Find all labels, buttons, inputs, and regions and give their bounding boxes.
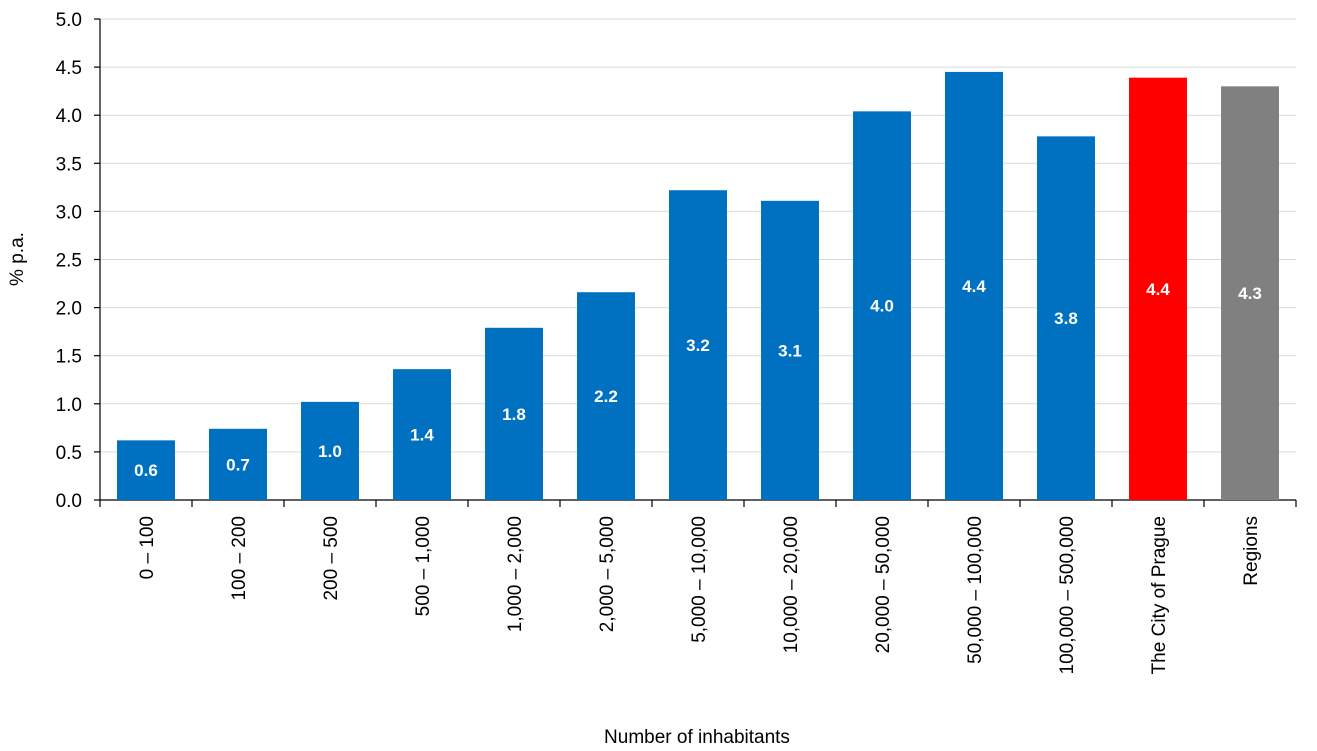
bar-data-label: 3.1 — [778, 341, 802, 360]
x-tick-label: 5,000 – 10,000 — [689, 516, 710, 643]
bar-data-label: 2.2 — [594, 387, 618, 406]
bar — [669, 190, 727, 500]
y-tick-label: 0.5 — [56, 443, 82, 464]
bar — [485, 327, 543, 500]
bar-data-label: 1.8 — [502, 405, 526, 424]
y-tick-label: 1.5 — [56, 347, 82, 368]
y-tick-label: 2.5 — [56, 251, 82, 272]
bar-data-label: 4.4 — [1146, 280, 1170, 299]
bar — [209, 428, 267, 500]
x-tick-label: 100,000 – 500,000 — [1057, 516, 1078, 675]
y-tick-label: 3.0 — [56, 202, 82, 223]
y-tick-label: 2.0 — [56, 299, 82, 320]
bar-data-label: 1.0 — [318, 442, 342, 461]
bar — [1129, 77, 1187, 500]
x-tick-label: 2,000 – 5,000 — [597, 516, 618, 632]
bar — [1037, 136, 1095, 500]
x-tick-label: 20,000 – 50,000 — [873, 516, 894, 653]
bar — [393, 369, 451, 500]
x-tick-label: 200 – 500 — [321, 516, 342, 601]
bar-data-label: 3.2 — [686, 336, 710, 355]
bar — [117, 440, 175, 500]
axes: 0.0 0.5 1.0 1.5 2.0 2.5 3.0 3.5 4.0 4.5 5.0 0 – 100… — [56, 10, 1297, 675]
y-tick-label: 4.0 — [56, 106, 82, 127]
bar-data-label: 3.8 — [1054, 309, 1078, 328]
bar-data-label: 0.7 — [226, 455, 250, 474]
x-tick-label: 10,000 – 20,000 — [781, 516, 802, 653]
bar — [761, 200, 819, 500]
bar-data-label: 4.3 — [1238, 284, 1262, 303]
bar — [577, 292, 635, 500]
x-tick-label: 500 – 1,000 — [413, 516, 434, 616]
x-tick-label: 100 – 200 — [229, 516, 250, 601]
y-tick-label: 1.0 — [56, 395, 82, 416]
y-tick-label: 4.5 — [56, 58, 82, 79]
bar — [1221, 86, 1279, 500]
data-labels: 0.6 0.7 1.0 1.4 1.8 2.2 3.2 3.1 4.0 4.4 3.8 4.4 4.3 — [134, 277, 1262, 480]
bar — [853, 111, 911, 501]
bar-data-label: 4.4 — [962, 277, 986, 296]
x-tick-label: 0 – 100 — [137, 516, 158, 579]
bar-data-label: 4.0 — [870, 297, 894, 316]
y-tick-label: 0.0 — [56, 491, 82, 512]
x-tick-label: 1,000 – 2,000 — [505, 516, 526, 632]
x-tick-label: The City of Prague — [1149, 516, 1170, 674]
y-tick-label: 5.0 — [56, 10, 82, 31]
bar-data-label: 0.6 — [134, 461, 158, 480]
x-tick-label: 50,000 – 100,000 — [965, 516, 986, 664]
bar — [945, 71, 1003, 500]
x-tick-label: Regions — [1241, 516, 1262, 586]
y-tick-label: 3.5 — [56, 154, 82, 175]
y-axis-title: % p.a. — [7, 232, 28, 286]
x-axis-title: Number of inhabitants — [604, 727, 790, 748]
bar — [301, 401, 359, 500]
bars — [117, 71, 1279, 501]
bar-data-label: 1.4 — [410, 426, 434, 445]
